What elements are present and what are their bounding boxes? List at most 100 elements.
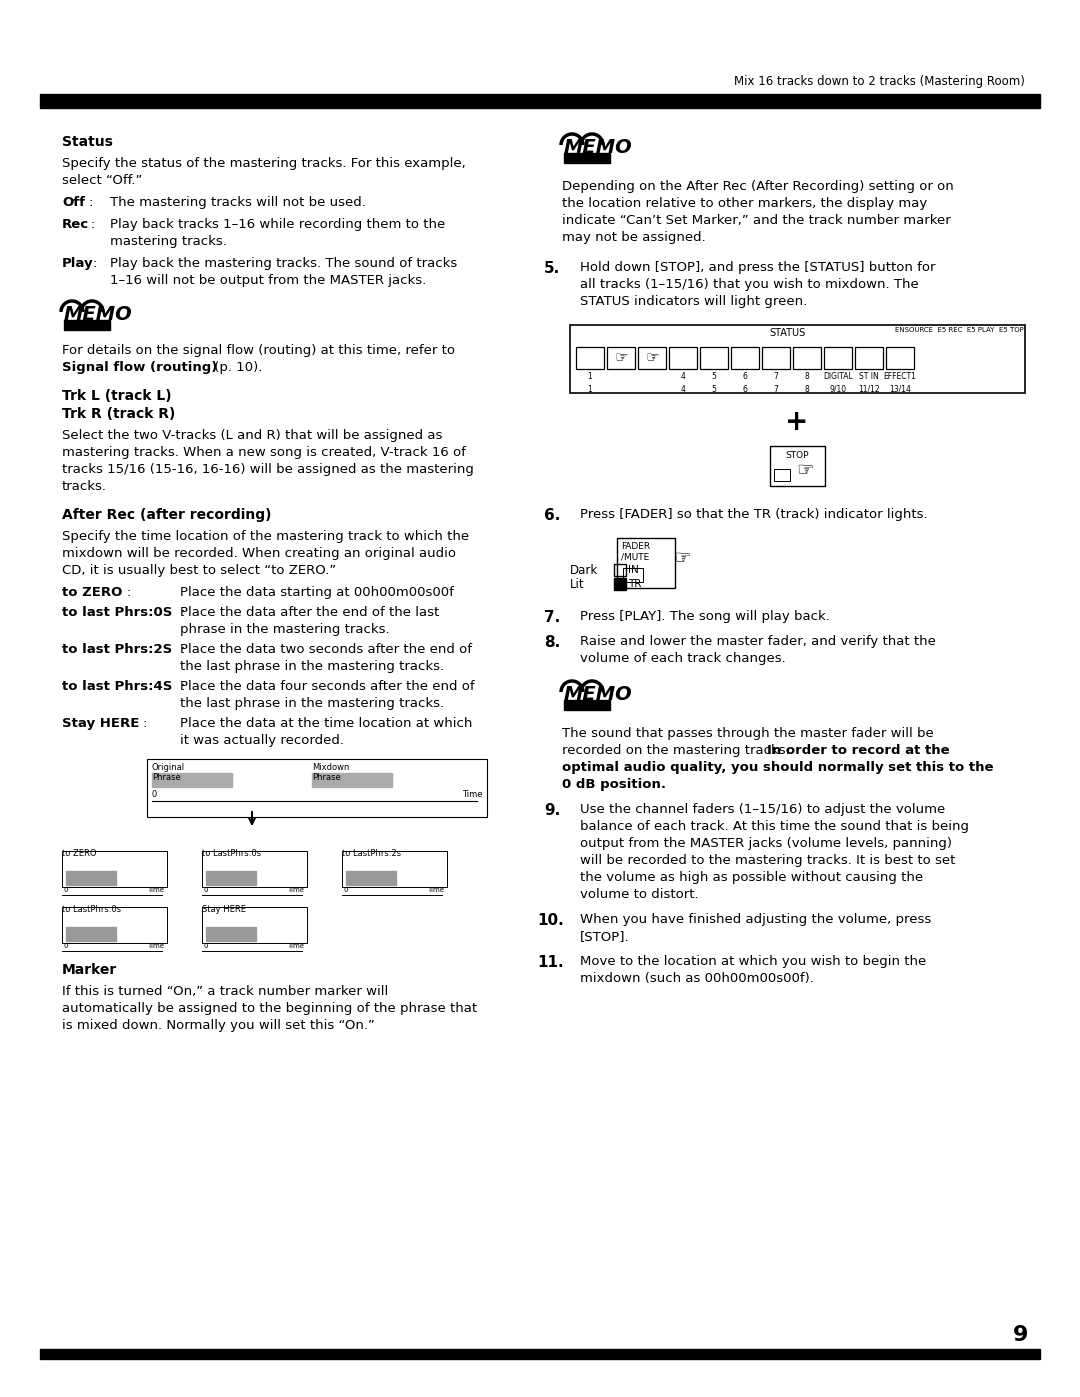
Text: mastering tracks. When a new song is created, V-track 16 of: mastering tracks. When a new song is cre… <box>62 446 465 460</box>
Text: STOP: STOP <box>785 451 809 460</box>
Text: In order to record at the: In order to record at the <box>767 745 949 757</box>
Text: phrase in the mastering tracks.: phrase in the mastering tracks. <box>180 623 390 636</box>
Bar <box>564 700 610 710</box>
Bar <box>731 346 759 369</box>
Text: 9/10: 9/10 <box>829 386 847 394</box>
Text: 9: 9 <box>1013 1324 1028 1345</box>
Text: 13/14: 13/14 <box>889 386 910 394</box>
Text: will be recorded to the mastering tracks. It is best to set: will be recorded to the mastering tracks… <box>580 854 956 868</box>
Bar <box>147 759 487 817</box>
Text: Use the channel faders (1–15/16) to adjust the volume: Use the channel faders (1–15/16) to adju… <box>580 803 945 816</box>
Text: may not be assigned.: may not be assigned. <box>562 231 705 244</box>
Bar <box>617 538 675 588</box>
Text: Select the two V-tracks (L and R) that will be assigned as: Select the two V-tracks (L and R) that w… <box>62 429 443 441</box>
Text: 1: 1 <box>588 386 592 394</box>
Text: IN: IN <box>627 564 638 576</box>
Bar <box>66 928 116 942</box>
Text: to last Phrs:4S: to last Phrs:4S <box>62 680 173 693</box>
Text: :: : <box>141 717 147 731</box>
Bar <box>346 870 396 886</box>
Text: to LastPhrs:0s: to LastPhrs:0s <box>62 905 121 914</box>
Text: 11/12: 11/12 <box>859 386 880 394</box>
Text: Trk L (track L): Trk L (track L) <box>62 388 172 402</box>
Bar <box>312 773 392 787</box>
Text: 0: 0 <box>64 887 68 893</box>
Bar <box>638 346 666 369</box>
Text: Lit: Lit <box>570 577 584 591</box>
Text: (p. 10).: (p. 10). <box>210 360 262 374</box>
Text: DIGITAL: DIGITAL <box>823 372 853 381</box>
Text: 4: 4 <box>680 372 686 381</box>
Text: Specify the time location of the mastering track to which the: Specify the time location of the masteri… <box>62 529 469 543</box>
Text: If this is turned “On,” a track number marker will: If this is turned “On,” a track number m… <box>62 985 388 997</box>
Text: mixdown will be recorded. When creating an original audio: mixdown will be recorded. When creating … <box>62 548 456 560</box>
Bar <box>40 94 1040 108</box>
Bar <box>855 346 883 369</box>
Bar <box>342 851 447 887</box>
Text: Stay HERE: Stay HERE <box>202 905 246 914</box>
Text: 7.: 7. <box>544 610 561 624</box>
Text: The mastering tracks will not be used.: The mastering tracks will not be used. <box>110 196 366 210</box>
Text: Hold down [STOP], and press the [STATUS] button for: Hold down [STOP], and press the [STATUS]… <box>580 261 935 274</box>
Text: Off: Off <box>62 196 85 210</box>
Text: Original
Phrase: Original Phrase <box>152 763 185 782</box>
Bar <box>62 907 167 943</box>
Text: tracks.: tracks. <box>62 481 107 493</box>
Text: to last Phrs:2S: to last Phrs:2S <box>62 643 172 657</box>
Bar <box>607 346 635 369</box>
Text: 8.: 8. <box>544 636 561 650</box>
Text: to LastPhrs:2s: to LastPhrs:2s <box>342 849 401 858</box>
Text: 7: 7 <box>773 372 779 381</box>
Text: optimal audio quality, you should normally set this to the: optimal audio quality, you should normal… <box>562 761 994 774</box>
Bar <box>793 346 821 369</box>
Text: 0: 0 <box>204 887 208 893</box>
Text: [STOP].: [STOP]. <box>580 930 630 943</box>
Text: 6: 6 <box>743 372 747 381</box>
Text: Trk R (track R): Trk R (track R) <box>62 407 175 420</box>
Text: :: : <box>180 643 185 657</box>
Text: output from the MASTER jacks (volume levels, panning): output from the MASTER jacks (volume lev… <box>580 837 951 849</box>
Text: +: + <box>785 408 809 436</box>
Text: ☞: ☞ <box>796 461 813 481</box>
Bar <box>66 870 116 886</box>
Bar <box>564 154 610 163</box>
Text: Place the data after the end of the last: Place the data after the end of the last <box>180 606 440 619</box>
Text: Place the data starting at 00h00m00s00f: Place the data starting at 00h00m00s00f <box>180 585 454 599</box>
Text: For details on the signal flow (routing) at this time, refer to: For details on the signal flow (routing)… <box>62 344 455 358</box>
Text: to ZERO: to ZERO <box>62 585 122 599</box>
Text: 5: 5 <box>712 386 716 394</box>
Text: mastering tracks.: mastering tracks. <box>110 235 227 249</box>
Text: 8: 8 <box>805 372 809 381</box>
Text: 9.: 9. <box>544 803 561 819</box>
Text: to LastPhrs:0s: to LastPhrs:0s <box>202 849 261 858</box>
Text: Rec: Rec <box>62 218 90 231</box>
Text: Time: Time <box>462 789 483 799</box>
Text: MEMO: MEMO <box>64 305 133 324</box>
Text: all tracks (1–15/16) that you wish to mixdown. The: all tracks (1–15/16) that you wish to mi… <box>580 278 919 291</box>
Text: to last Phrs:0S: to last Phrs:0S <box>62 606 173 619</box>
Text: 7: 7 <box>773 386 779 394</box>
Bar <box>615 578 626 590</box>
Bar <box>770 446 825 486</box>
Bar <box>774 469 789 481</box>
Text: 4: 4 <box>680 386 686 394</box>
Text: :: : <box>87 196 93 210</box>
Text: 5.: 5. <box>544 261 561 277</box>
Bar <box>202 851 307 887</box>
Text: Raise and lower the master fader, and verify that the: Raise and lower the master fader, and ve… <box>580 636 936 648</box>
Text: ☞: ☞ <box>645 351 659 366</box>
Text: ☞: ☞ <box>673 549 690 567</box>
Text: the volume as high as possible without causing the: the volume as high as possible without c… <box>580 870 923 884</box>
Bar <box>669 346 697 369</box>
Text: MEMO: MEMO <box>564 685 633 704</box>
Text: Mix 16 tracks down to 2 tracks (Mastering Room): Mix 16 tracks down to 2 tracks (Masterin… <box>734 75 1025 88</box>
Text: Play back the mastering tracks. The sound of tracks: Play back the mastering tracks. The soun… <box>110 257 457 270</box>
Text: 6: 6 <box>743 386 747 394</box>
Bar <box>62 851 167 887</box>
Text: STATUS indicators will light green.: STATUS indicators will light green. <box>580 295 807 307</box>
Text: Place the data at the time location at which: Place the data at the time location at w… <box>180 717 472 731</box>
Text: MEMO: MEMO <box>564 138 633 156</box>
Text: indicate “Can’t Set Marker,” and the track number marker: indicate “Can’t Set Marker,” and the tra… <box>562 214 950 226</box>
Bar <box>886 346 914 369</box>
Text: the location relative to other markers, the display may: the location relative to other markers, … <box>562 197 928 210</box>
